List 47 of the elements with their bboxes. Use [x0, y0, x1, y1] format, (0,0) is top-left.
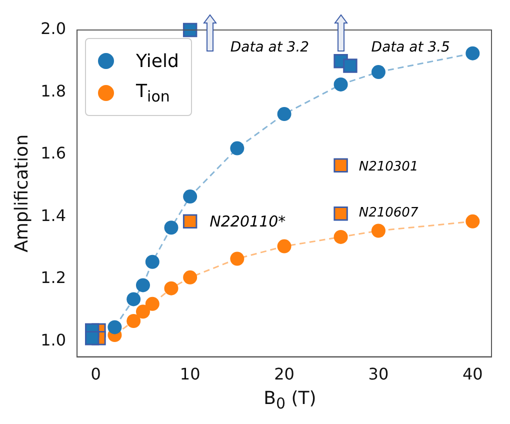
- point: [371, 224, 386, 238]
- point: [334, 158, 348, 173]
- point: [126, 314, 141, 328]
- point: [145, 296, 160, 311]
- point: [334, 77, 348, 92]
- y-tick-label: 1.4: [40, 206, 66, 225]
- x-tick-label: 0: [90, 364, 101, 384]
- annotation: N220110*: [210, 212, 286, 231]
- point: [108, 320, 122, 334]
- point: [126, 292, 141, 306]
- annotation: Data at 3.2: [230, 40, 310, 56]
- legend-label: T$_{ion}$: [136, 80, 170, 106]
- x-tick-label: 30: [368, 364, 389, 384]
- point: [334, 230, 348, 244]
- point: [230, 252, 244, 266]
- legend-label: Yield: [136, 50, 179, 72]
- y-tick-label: 1.6: [40, 144, 66, 163]
- x-tick-label: 10: [180, 364, 200, 384]
- point: [182, 22, 198, 38]
- annotation: N210301: [358, 160, 418, 175]
- annotation: N210607: [358, 205, 419, 220]
- point: [183, 190, 198, 204]
- point: [277, 239, 292, 254]
- x-tick-label: 40: [462, 364, 483, 384]
- x-tick-label: 20: [274, 364, 294, 384]
- point: [371, 65, 386, 80]
- point: [466, 214, 480, 228]
- point: [85, 331, 100, 346]
- point: [277, 107, 292, 122]
- point: [230, 141, 244, 156]
- annotation: Data at 3.5: [371, 40, 450, 56]
- x-axis-title: B$_{0}$ (T): [262, 388, 318, 413]
- y-tick-label: 1.8: [40, 81, 66, 100]
- point: [343, 58, 358, 73]
- y-tick-label: 2.0: [40, 19, 66, 38]
- point: [136, 278, 150, 292]
- point: [164, 281, 178, 296]
- y-axis-title: Amplification: [11, 134, 32, 252]
- point: [136, 304, 150, 319]
- y-tick-label: 1.0: [40, 330, 66, 350]
- point: [466, 46, 480, 60]
- point: [145, 254, 160, 269]
- point: [182, 214, 198, 229]
- point: [164, 220, 178, 235]
- point: [183, 270, 198, 284]
- point: [334, 206, 348, 221]
- y-tick-label: 1.2: [40, 268, 66, 288]
